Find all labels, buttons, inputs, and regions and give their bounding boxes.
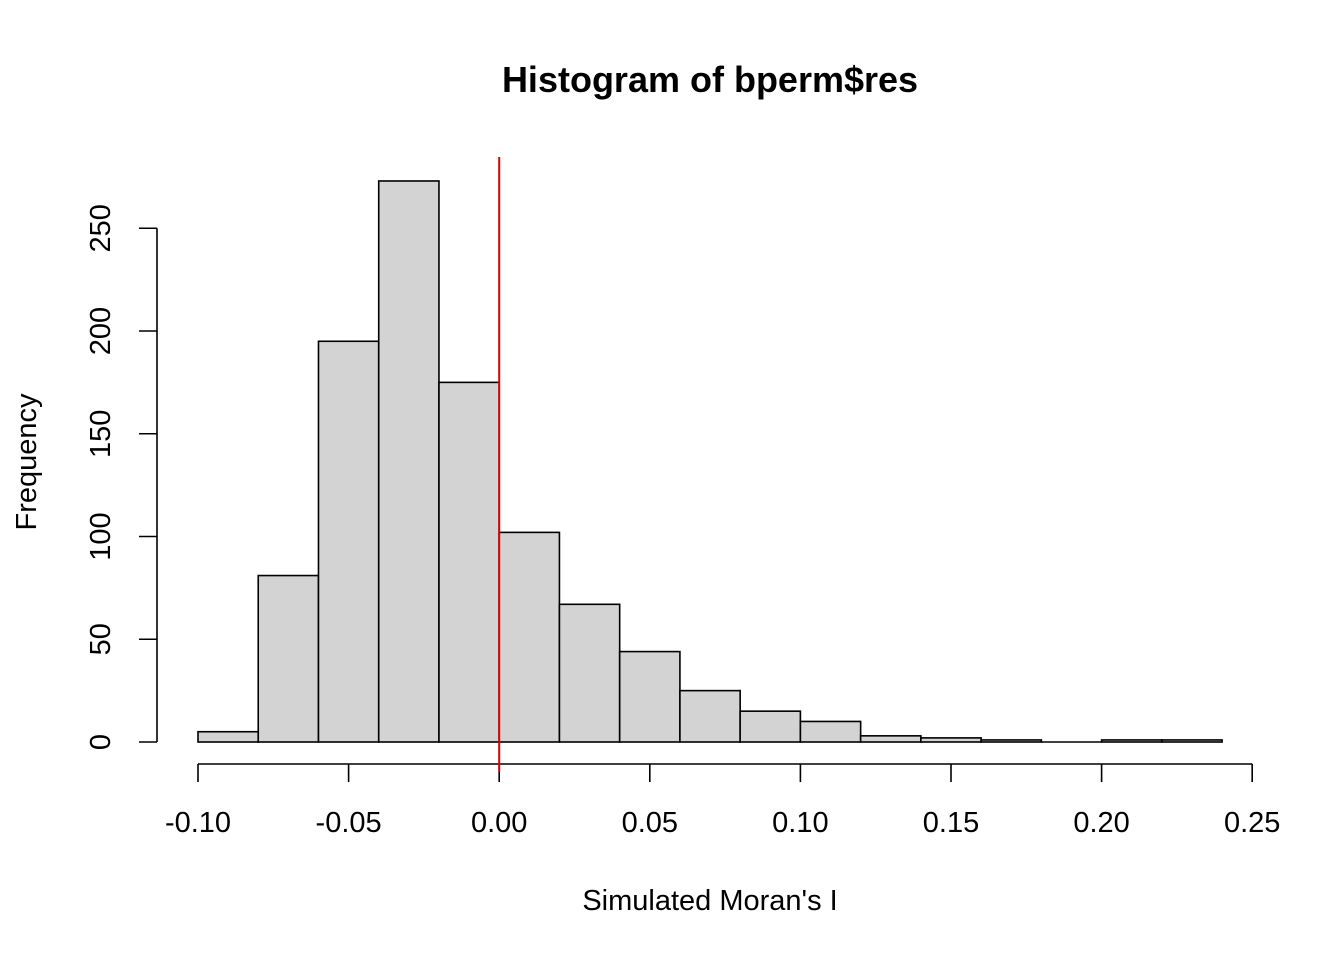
x-tick-label: 0.20 (1073, 807, 1129, 839)
histogram-bar (317, 340, 380, 743)
histogram-bar (739, 710, 802, 743)
x-tick-label: 0.15 (923, 807, 979, 839)
x-tick-label: 0.10 (772, 807, 828, 839)
histogram-bar (799, 720, 862, 743)
histogram-bar (1100, 739, 1163, 743)
histogram-bar (438, 381, 500, 743)
histogram-bar (197, 730, 260, 743)
x-tick-label: 0.25 (1224, 807, 1280, 839)
y-axis: 0 50 100 150 200 250 (85, 204, 158, 750)
histogram-bar (920, 737, 982, 743)
histogram-bar (618, 650, 681, 743)
x-tick-label: 0.00 (471, 807, 527, 839)
histogram-bar (377, 180, 440, 743)
histogram-bar (859, 735, 922, 743)
bars-group (197, 180, 1223, 743)
chart-title: Histogram of bperm$res (502, 59, 918, 100)
y-tick-label: 250 (85, 204, 117, 252)
x-tick-label: -0.05 (316, 807, 382, 839)
histogram-bar (558, 603, 621, 743)
x-tick-label: -0.10 (165, 807, 231, 839)
y-axis-label: Frequency (11, 393, 43, 531)
histogram-bar (257, 574, 320, 743)
x-tick-label: 0.05 (622, 807, 678, 839)
x-axis: -0.10 -0.05 0.00 0.05 0.10 0.15 0.20 0.25 (165, 763, 1280, 839)
y-tick-label: 200 (85, 307, 117, 355)
histogram-bar (980, 739, 1043, 743)
x-axis-label: Simulated Moran's I (582, 885, 837, 917)
histogram-bar (498, 531, 561, 743)
y-tick-label: 50 (85, 623, 117, 655)
histogram-bar (1161, 739, 1223, 743)
y-tick-label: 150 (85, 410, 117, 458)
histogram-bar (679, 689, 741, 743)
y-tick-label: 100 (85, 512, 117, 560)
y-tick-label: 0 (85, 734, 117, 750)
